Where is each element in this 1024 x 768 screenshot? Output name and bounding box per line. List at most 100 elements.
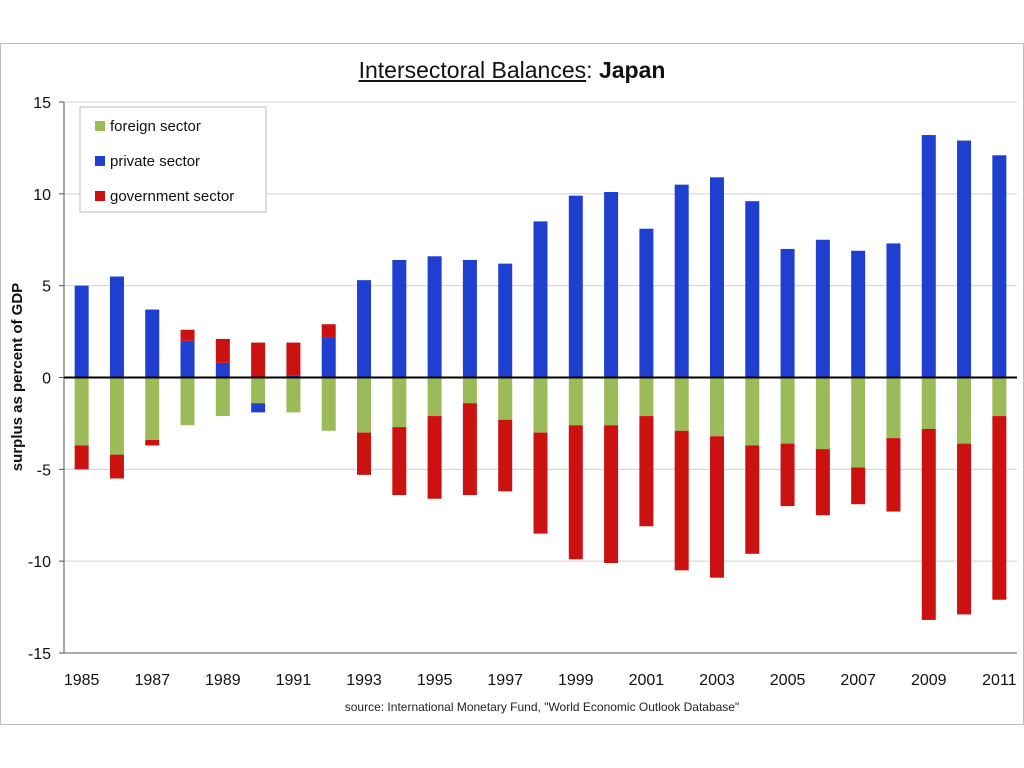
bar-government-sector-1997 <box>498 419 513 492</box>
bar-private-sector-1992 <box>321 337 336 378</box>
bar-government-sector-1989 <box>215 338 230 363</box>
bar-foreign-sector-1994 <box>392 377 407 428</box>
bar-foreign-sector-1989 <box>215 377 230 417</box>
bar-foreign-sector-2006 <box>815 377 830 450</box>
bar-private-sector-2005 <box>780 248 795 378</box>
bar-government-sector-1988 <box>180 329 195 341</box>
bar-private-sector-2006 <box>815 239 830 378</box>
legend-label: government sector <box>110 188 234 205</box>
bar-private-sector-1997 <box>498 263 513 378</box>
source-note: source: International Monetary Fund, "Wo… <box>345 700 740 714</box>
bar-foreign-sector-2005 <box>780 377 795 444</box>
y-tick-label: -5 <box>37 462 51 479</box>
bar-private-sector-2002 <box>674 184 689 378</box>
y-tick-label: -10 <box>28 554 51 571</box>
bar-foreign-sector-1990 <box>251 377 266 404</box>
bar-private-sector-1996 <box>462 259 477 378</box>
x-tick-label: 2003 <box>699 672 735 689</box>
bar-government-sector-2011 <box>992 416 1007 600</box>
bar-government-sector-2005 <box>780 443 795 507</box>
legend-box <box>79 106 267 213</box>
bar-government-sector-1996 <box>462 403 477 496</box>
x-tick-label: 2011 <box>982 672 1017 689</box>
bar-government-sector-1987 <box>145 439 160 446</box>
bar-government-sector-2000 <box>604 425 619 564</box>
bar-government-sector-1994 <box>392 427 407 496</box>
bar-government-sector-2007 <box>851 467 866 505</box>
bar-foreign-sector-1988 <box>180 377 195 426</box>
bar-private-sector-1993 <box>357 280 372 378</box>
bar-foreign-sector-2009 <box>921 377 936 429</box>
y-axis-title: surplus as percent of GDP <box>9 283 26 471</box>
bar-government-sector-1986 <box>109 454 124 479</box>
legend-label: private sector <box>110 153 200 170</box>
chart-title: Intersectoral Balances: Japan <box>0 57 1024 84</box>
x-tick-label: 2005 <box>770 672 806 689</box>
bar-government-sector-1993 <box>357 432 372 475</box>
bar-government-sector-2004 <box>745 445 760 554</box>
y-tick-label: 5 <box>42 279 51 296</box>
bar-foreign-sector-1997 <box>498 377 513 420</box>
bar-private-sector-2010 <box>957 140 972 378</box>
bar-private-sector-2003 <box>709 177 724 378</box>
x-tick-label: 1989 <box>205 672 241 689</box>
bar-private-sector-2009 <box>921 135 936 378</box>
x-tick-label: 1987 <box>134 672 170 689</box>
bar-private-sector-1987 <box>145 309 160 378</box>
x-tick-label: 1991 <box>276 672 312 689</box>
bar-private-sector-1998 <box>533 221 548 378</box>
bar-government-sector-2008 <box>886 438 901 512</box>
x-tick-label: 2007 <box>840 672 876 689</box>
y-tick-label: -15 <box>28 646 51 663</box>
bar-government-sector-2009 <box>921 428 936 620</box>
y-tick-label: 15 <box>33 95 51 112</box>
bar-foreign-sector-1995 <box>427 377 442 417</box>
bar-foreign-sector-2001 <box>639 377 654 417</box>
bar-government-sector-1991 <box>286 342 301 376</box>
y-tick-label: 0 <box>42 371 51 388</box>
bar-private-sector-1986 <box>109 276 124 378</box>
bar-foreign-sector-2002 <box>674 377 689 431</box>
y-tick-label: 10 <box>33 187 51 204</box>
bar-private-sector-1994 <box>392 259 407 378</box>
legend-swatch <box>95 191 105 201</box>
bar-private-sector-1989 <box>215 362 230 378</box>
bar-foreign-sector-1987 <box>145 377 160 440</box>
legend: foreign sector private sector government s… <box>79 106 267 213</box>
bar-private-sector-2001 <box>639 228 654 378</box>
bar-government-sector-2010 <box>957 443 972 615</box>
bar-government-sector-1998 <box>533 432 548 534</box>
legend-swatch <box>95 156 105 166</box>
axes <box>59 101 1017 654</box>
bar-government-sector-2003 <box>709 436 724 578</box>
bar-government-sector-1999 <box>568 425 583 560</box>
bar-private-sector-2004 <box>745 201 760 378</box>
x-tick-label: 2009 <box>911 672 947 689</box>
bar-foreign-sector-1998 <box>533 377 548 433</box>
bar-government-sector-1995 <box>427 416 442 499</box>
bar-foreign-sector-1999 <box>568 377 583 426</box>
tick-labels: 15 10 5 0 -5 -10 -15 1985 1987 1989 1991 1993 1995 19… <box>28 95 1017 689</box>
legend-swatch <box>95 121 105 131</box>
bar-government-sector-2002 <box>674 430 689 571</box>
bar-foreign-sector-1991 <box>286 377 301 413</box>
bars <box>74 135 1007 620</box>
bar-government-sector-1992 <box>321 324 336 338</box>
x-tick-label: 1985 <box>64 672 100 689</box>
bar-private-sector-1995 <box>427 256 442 378</box>
bar-foreign-sector-2004 <box>745 377 760 446</box>
bar-foreign-sector-2000 <box>604 377 619 426</box>
bar-government-sector-1985 <box>74 445 89 470</box>
bar-foreign-sector-1993 <box>357 377 372 433</box>
bar-private-sector-1999 <box>568 195 583 378</box>
bar-government-sector-1990 <box>251 342 266 378</box>
chart-title-country: Japan <box>598 57 666 83</box>
bar-foreign-sector-2008 <box>886 377 901 439</box>
bar-foreign-sector-1985 <box>74 377 89 446</box>
legend-label: foreign sector <box>110 118 201 135</box>
chart-title-main: Intersectoral Balances <box>358 57 587 83</box>
x-tick-label: 2001 <box>629 672 665 689</box>
bar-private-sector-1988 <box>180 340 195 378</box>
bar-private-sector-1990 <box>251 403 266 413</box>
x-tick-label: 1993 <box>346 672 382 689</box>
